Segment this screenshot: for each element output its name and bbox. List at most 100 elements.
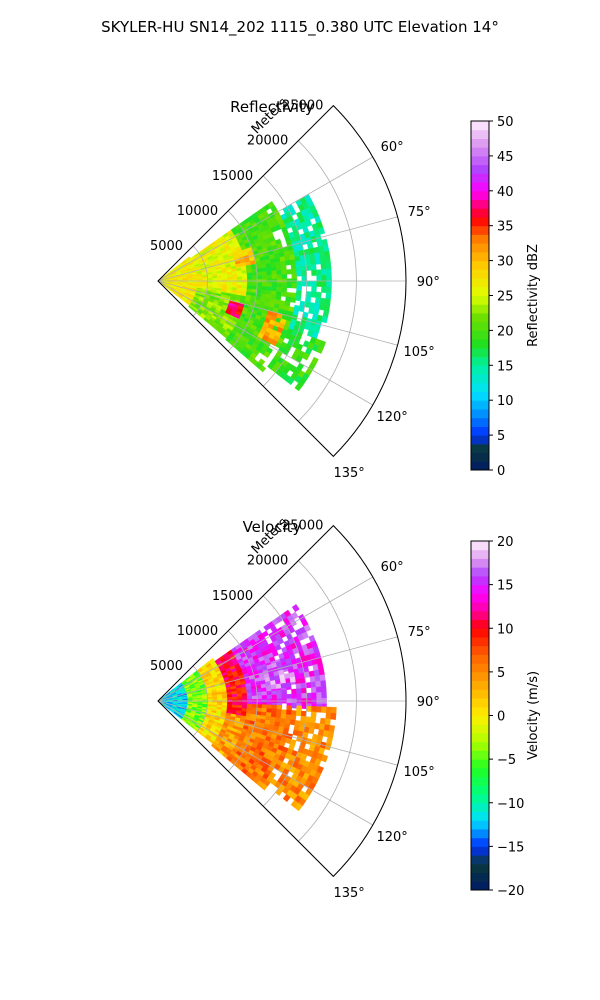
echo-cell (296, 270, 303, 277)
echo-cell (328, 724, 336, 733)
echo-cell (315, 680, 322, 688)
colorbar-tick-label: 10 (497, 622, 514, 637)
echo-cell (316, 692, 322, 699)
echo-cell (323, 304, 331, 312)
velocity-colorbar: −20 −15 −10 −5 0 5 10 15 20 Velocity (m/s) (470, 535, 541, 899)
colorbar-band (471, 216, 489, 227)
echo-cell (294, 678, 302, 685)
echo-cell (325, 706, 332, 714)
echo-cell (294, 802, 303, 812)
echo-cell (266, 286, 273, 292)
echo-cell (271, 282, 278, 288)
colorbar-band (471, 443, 489, 454)
echo-cell (295, 260, 302, 267)
echo-cell (319, 257, 326, 265)
colorbar-band (471, 750, 489, 760)
angle-tick-label: 75° (408, 625, 431, 640)
colorbar-band (471, 671, 489, 682)
colorbar-band (471, 654, 489, 664)
colorbar-band (471, 846, 489, 856)
echo-cell (280, 682, 287, 689)
echo-cell (256, 282, 263, 287)
echo-cell (237, 696, 243, 700)
echo-cell (258, 365, 267, 373)
echo-cell (276, 704, 283, 710)
colorbar-tick-label: −15 (497, 840, 524, 855)
echo-cell (281, 694, 288, 700)
echo-cell (291, 283, 298, 289)
echo-cell (310, 258, 317, 266)
echo-cell (324, 298, 331, 306)
echo-cell (251, 704, 258, 709)
figure-title: SKYLER-HU SN14_202 1115_0.380 UTC Elevat… (101, 18, 499, 37)
echo-cell (310, 686, 317, 694)
velocity-panel: Velocity 500010000150002000025000Meters6… (150, 515, 541, 901)
echo-cell (241, 276, 248, 280)
echo-cell (296, 280, 302, 287)
azimuth-spoke (157, 636, 398, 702)
echo-cell (237, 282, 243, 286)
colorbar-band (471, 321, 489, 331)
echo-cell (323, 250, 331, 258)
echo-cell (222, 281, 228, 285)
echo-cell (291, 268, 297, 275)
echo-cell (286, 283, 293, 289)
angle-tick-label: 135° (333, 466, 364, 481)
echo-cell (280, 291, 287, 297)
echo-cell (290, 292, 297, 299)
colorbar-band (471, 584, 489, 594)
echo-cell (266, 708, 273, 714)
colorbar-band (471, 138, 489, 148)
colorbar-band (471, 461, 489, 471)
echo-cell (281, 282, 288, 288)
colorbar-band (471, 269, 489, 279)
echo-cell (261, 282, 268, 287)
echo-cell (251, 272, 258, 277)
echo-cell (246, 695, 253, 700)
echo-region (280, 193, 332, 339)
echo-cell (321, 268, 327, 276)
range-tick-label: 25000 (282, 519, 323, 534)
echo-cell (217, 277, 223, 281)
echo-cell (309, 675, 316, 683)
range-tick-label: 5000 (150, 239, 183, 254)
echo-cell (294, 255, 301, 262)
colorbar-band (471, 382, 489, 392)
echo-cell (276, 269, 283, 276)
echo-cell (318, 668, 325, 676)
echo-cell (281, 269, 288, 275)
colorbar-band (471, 689, 489, 699)
echo-region (214, 649, 248, 719)
colorbar-band (471, 173, 489, 183)
echo-cell (295, 290, 302, 297)
colorbar-band (471, 724, 489, 734)
colorbar-tick-label: 5 (497, 666, 505, 681)
echo-cell (291, 693, 298, 699)
echo-cell (246, 275, 253, 280)
colorbar-band (471, 435, 489, 445)
echo-cell (301, 270, 307, 277)
echo-cell (276, 694, 283, 700)
colorbar-tick-label: 35 (497, 220, 514, 235)
echo-cell (300, 265, 307, 272)
echo-cell (232, 276, 238, 280)
echo-cell (289, 676, 296, 683)
echo-cell (306, 280, 313, 287)
echo-cell (271, 708, 278, 714)
echo-cell (232, 696, 238, 700)
echo-cell (246, 692, 253, 697)
echo-cell (261, 687, 267, 693)
echo-cell (291, 273, 298, 279)
echo-cell (265, 684, 272, 690)
echo-cell (241, 702, 248, 706)
echo-region (270, 705, 337, 812)
echo-cell (290, 263, 297, 270)
echo-cell (256, 271, 263, 277)
echo-cell (270, 266, 277, 272)
colorbar-band (471, 199, 489, 209)
colorbar-band (471, 863, 489, 874)
echo-cell (295, 683, 302, 690)
echo-cell (315, 291, 322, 299)
azimuth-spoke (157, 156, 373, 282)
